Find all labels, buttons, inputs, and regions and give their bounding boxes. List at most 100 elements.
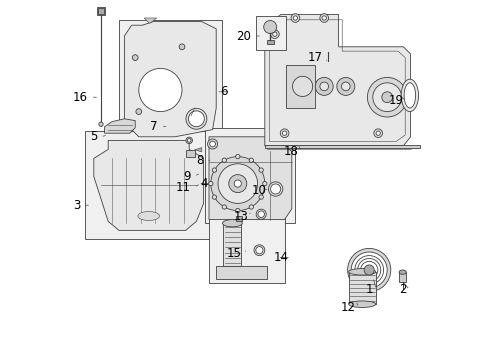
Text: 14: 14 — [273, 251, 288, 264]
Circle shape — [358, 258, 381, 282]
Bar — [209, 209, 285, 283]
Ellipse shape — [254, 245, 265, 256]
Text: 19: 19 — [389, 94, 403, 107]
Circle shape — [293, 76, 313, 96]
Ellipse shape — [186, 108, 207, 129]
Text: 1: 1 — [366, 283, 373, 296]
Circle shape — [136, 109, 142, 114]
Polygon shape — [104, 119, 135, 133]
Ellipse shape — [270, 184, 281, 194]
Text: 8: 8 — [196, 154, 203, 167]
Bar — [399, 272, 406, 282]
Circle shape — [186, 116, 192, 122]
Bar — [267, 40, 274, 44]
Circle shape — [342, 82, 350, 91]
Text: 5: 5 — [90, 130, 98, 143]
Circle shape — [315, 77, 333, 95]
Polygon shape — [124, 22, 216, 137]
Circle shape — [270, 30, 279, 39]
Ellipse shape — [404, 83, 416, 108]
Circle shape — [210, 141, 216, 147]
Text: 13: 13 — [234, 210, 248, 222]
Ellipse shape — [401, 79, 418, 112]
Circle shape — [337, 77, 355, 95]
Circle shape — [99, 122, 103, 126]
Circle shape — [291, 14, 300, 22]
Ellipse shape — [222, 220, 242, 227]
Circle shape — [355, 256, 384, 284]
Ellipse shape — [258, 211, 265, 217]
Circle shape — [320, 14, 328, 22]
Ellipse shape — [256, 209, 266, 219]
Bar — [97, 7, 105, 15]
Circle shape — [351, 252, 387, 288]
Circle shape — [236, 154, 240, 159]
Text: 11: 11 — [176, 181, 191, 194]
Text: 6: 6 — [220, 85, 228, 98]
Bar — [256, 16, 286, 50]
Ellipse shape — [138, 211, 160, 220]
Bar — [119, 20, 221, 142]
Circle shape — [259, 195, 263, 199]
Polygon shape — [209, 137, 292, 220]
Bar — [186, 150, 195, 157]
Bar — [85, 131, 213, 239]
Circle shape — [382, 92, 392, 103]
Circle shape — [263, 181, 267, 186]
Circle shape — [218, 164, 258, 203]
Polygon shape — [265, 14, 411, 146]
Circle shape — [209, 181, 213, 186]
Bar — [205, 128, 295, 223]
Circle shape — [264, 21, 277, 33]
Text: 4: 4 — [201, 177, 208, 190]
Circle shape — [361, 261, 378, 279]
Circle shape — [364, 265, 374, 275]
Ellipse shape — [187, 139, 191, 142]
Circle shape — [179, 44, 185, 50]
Bar — [98, 8, 104, 14]
Ellipse shape — [399, 270, 406, 274]
Circle shape — [212, 195, 217, 199]
Circle shape — [368, 77, 407, 117]
Circle shape — [132, 55, 138, 60]
Circle shape — [280, 129, 289, 138]
Circle shape — [373, 83, 402, 112]
Circle shape — [282, 131, 287, 135]
Circle shape — [376, 131, 380, 135]
Circle shape — [208, 139, 218, 149]
Circle shape — [374, 129, 383, 138]
Text: 15: 15 — [226, 247, 242, 260]
Circle shape — [249, 205, 253, 209]
Bar — [265, 145, 419, 148]
Circle shape — [222, 158, 226, 162]
Text: 16: 16 — [73, 91, 88, 104]
Circle shape — [139, 68, 182, 112]
Bar — [216, 266, 267, 279]
Circle shape — [211, 157, 265, 211]
Text: 12: 12 — [341, 301, 356, 314]
Circle shape — [320, 82, 328, 91]
Circle shape — [273, 32, 277, 36]
Text: 10: 10 — [252, 184, 267, 197]
Ellipse shape — [186, 137, 193, 144]
Circle shape — [222, 205, 226, 209]
Text: 18: 18 — [284, 145, 299, 158]
Circle shape — [322, 16, 326, 20]
Ellipse shape — [256, 247, 263, 254]
Bar — [349, 272, 376, 304]
Bar — [286, 65, 315, 108]
Ellipse shape — [349, 269, 376, 275]
Polygon shape — [195, 148, 202, 152]
Text: 9: 9 — [183, 170, 191, 183]
Ellipse shape — [189, 111, 204, 127]
Circle shape — [212, 168, 217, 172]
Circle shape — [293, 16, 297, 20]
Text: 20: 20 — [237, 30, 251, 42]
Text: 3: 3 — [73, 199, 80, 212]
Circle shape — [236, 208, 240, 213]
Polygon shape — [94, 140, 204, 230]
Circle shape — [249, 158, 253, 162]
Ellipse shape — [269, 182, 283, 196]
Text: 17: 17 — [307, 51, 322, 64]
Bar — [223, 223, 242, 266]
